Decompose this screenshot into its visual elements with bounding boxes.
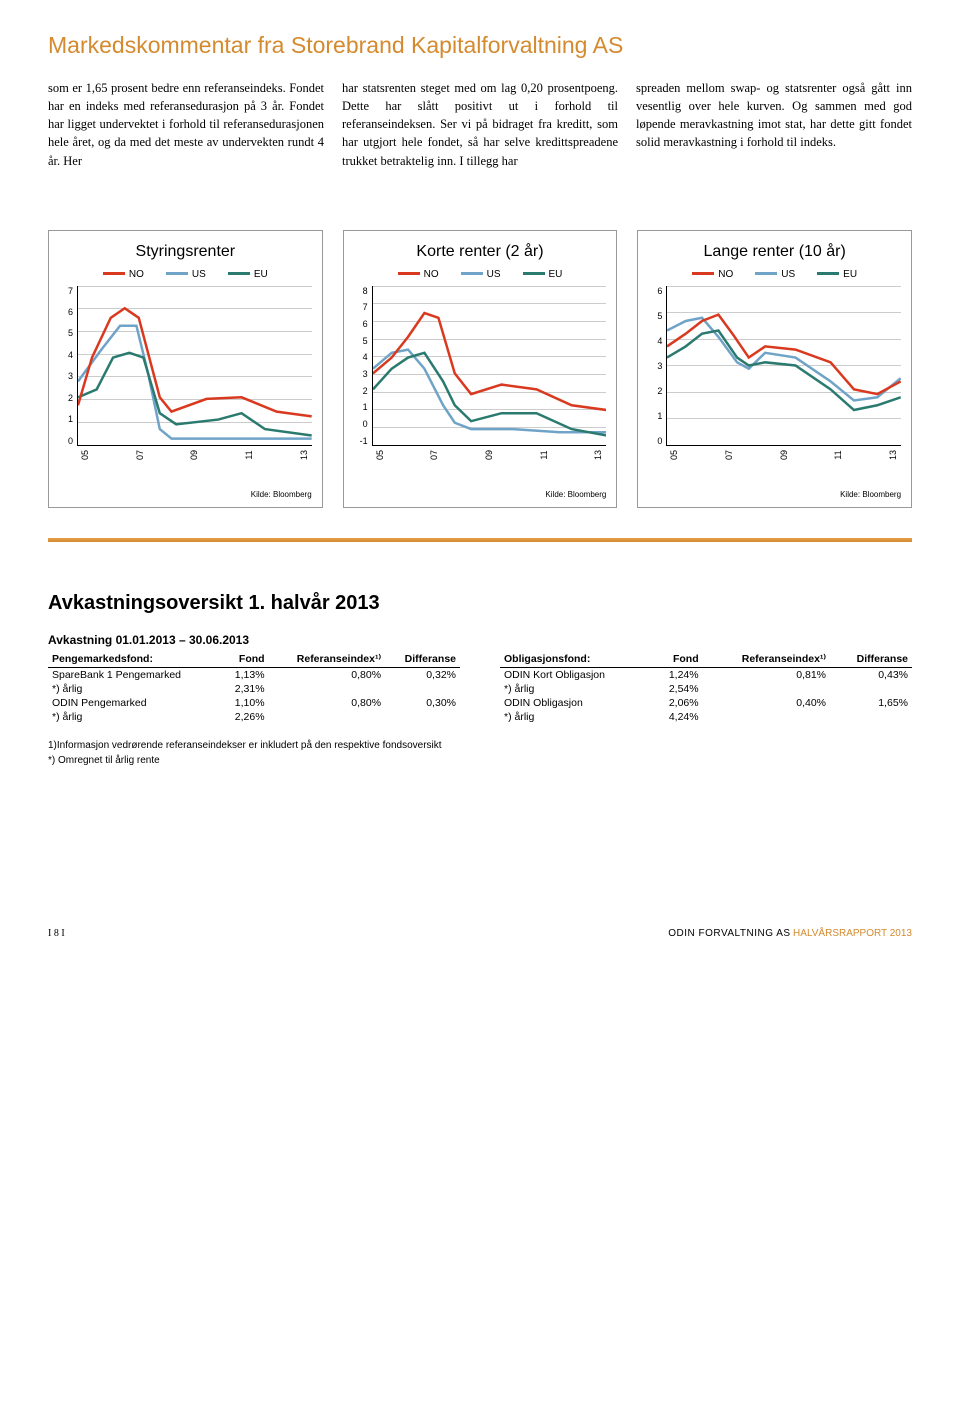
chart-lange-renter: Lange renter (10 år) NO US EU 6543210 05…: [637, 230, 912, 508]
chart-area: 6543210: [648, 286, 901, 446]
y-axis: 6543210: [648, 286, 666, 446]
chart-legend: NO US EU: [648, 269, 901, 280]
page-title: Markedskommentar fra Storebrand Kapitalf…: [48, 32, 912, 59]
table-row: ODIN Obligasjon2,06%0,40%1,65%: [500, 696, 912, 710]
chart-source: Kilde: Bloomberg: [354, 490, 607, 499]
table-row: *) årlig2,31%: [48, 682, 460, 696]
legend-swatch-no: [692, 272, 714, 275]
footer-right: ODIN FORVALTNING AS HALVÅRSRAPPORT 2013: [668, 928, 912, 939]
chart-source: Kilde: Bloomberg: [648, 490, 901, 499]
legend-label-no: NO: [129, 269, 144, 280]
chart-area: 876543210-1: [354, 286, 607, 446]
legend-swatch-no: [398, 272, 420, 275]
chart-title: Lange renter (10 år): [648, 243, 901, 261]
footer-report: HALVÅRSRAPPORT 2013: [793, 928, 912, 939]
legend-swatch-eu: [817, 272, 839, 275]
legend-label-eu: EU: [549, 269, 563, 280]
legend-swatch-no: [103, 272, 125, 275]
table-row: *) årlig4,24%: [500, 710, 912, 724]
table-obligasjon: Obligasjonsfond:FondReferanseindex¹⁾Diff…: [500, 651, 912, 724]
table-row: *) årlig2,54%: [500, 682, 912, 696]
chart-korte-renter: Korte renter (2 år) NO US EU 876543210-1…: [343, 230, 618, 508]
table-row: SpareBank 1 Pengemarked1,13%0,80%0,32%: [48, 667, 460, 682]
plot-area: [77, 286, 312, 446]
legend-swatch-eu: [523, 272, 545, 275]
footer-company: ODIN FORVALTNING AS: [668, 928, 790, 939]
divider: [48, 538, 912, 542]
chart-legend: NO US EU: [59, 269, 312, 280]
table-row: *) årlig2,26%: [48, 710, 460, 724]
legend-swatch-us: [755, 272, 777, 275]
chart-source: Kilde: Bloomberg: [59, 490, 312, 499]
legend-label-no: NO: [424, 269, 439, 280]
legend-swatch-us: [461, 272, 483, 275]
table-row: ODIN Kort Obligasjon1,24%0,81%0,43%: [500, 667, 912, 682]
body-col-3: spreaden mellom swap- og statsrenter ogs…: [636, 79, 912, 170]
legend-label-us: US: [192, 269, 206, 280]
plot-area: [372, 286, 607, 446]
body-columns: som er 1,65 prosent bedre enn referansei…: [48, 79, 912, 170]
legend-swatch-us: [166, 272, 188, 275]
chart-styringsrenter: Styringsrenter NO US EU 76543210 0507091…: [48, 230, 323, 508]
page-number: I 8 I: [48, 928, 65, 939]
y-axis: 76543210: [59, 286, 77, 446]
legend-label-no: NO: [718, 269, 733, 280]
chart-area: 76543210: [59, 286, 312, 446]
legend-label-eu: EU: [254, 269, 268, 280]
x-axis: 0507091113: [372, 450, 607, 460]
returns-subtitle: Avkastning 01.01.2013 – 30.06.2013: [48, 633, 912, 647]
body-col-1: som er 1,65 prosent bedre enn referansei…: [48, 79, 324, 170]
table-pengemarked: Pengemarkedsfond:FondReferanseindex¹⁾Dif…: [48, 651, 460, 724]
table-row: ODIN Pengemarked1,10%0,80%0,30%: [48, 696, 460, 710]
legend-swatch-eu: [228, 272, 250, 275]
legend-label-us: US: [487, 269, 501, 280]
y-axis: 876543210-1: [354, 286, 372, 446]
footnote-1: 1)Informasjon vedrørende referanseindeks…: [48, 738, 912, 753]
chart-legend: NO US EU: [354, 269, 607, 280]
x-axis: 0507091113: [666, 450, 901, 460]
tables-row: Pengemarkedsfond:FondReferanseindex¹⁾Dif…: [48, 651, 912, 724]
footnotes: 1)Informasjon vedrørende referanseindeks…: [48, 738, 912, 768]
footnote-2: *) Omregnet til årlig rente: [48, 753, 912, 768]
x-axis: 0507091113: [77, 450, 312, 460]
plot-area: [666, 286, 901, 446]
chart-title: Styringsrenter: [59, 243, 312, 261]
charts-row: Styringsrenter NO US EU 76543210 0507091…: [48, 230, 912, 508]
legend-label-eu: EU: [843, 269, 857, 280]
returns-title: Avkastningsoversikt 1. halvår 2013: [48, 592, 912, 615]
legend-label-us: US: [781, 269, 795, 280]
chart-title: Korte renter (2 år): [354, 243, 607, 261]
body-col-2: har statsrenten steget med om lag 0,20 p…: [342, 79, 618, 170]
page-footer: I 8 I ODIN FORVALTNING AS HALVÅRSRAPPORT…: [48, 928, 912, 939]
